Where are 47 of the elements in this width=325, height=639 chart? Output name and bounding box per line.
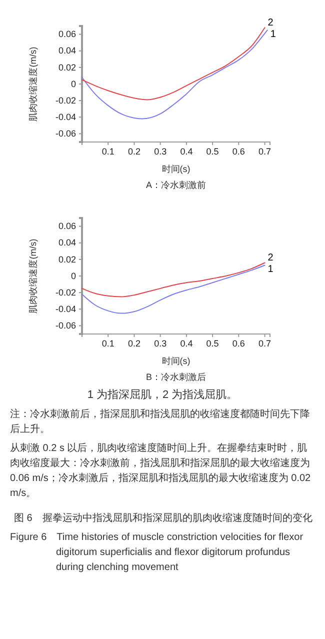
y-tick-label: 0 (70, 270, 76, 281)
y-axis-title: 肌肉收缩速度(m/s) (28, 46, 38, 122)
x-axis-title: 时间(s) (162, 356, 190, 366)
text: 从刺激 0.2 s 以后，肌肉收缩速度随时间上升。在握拳结束时时，肌肉收缩度最大：冷水刺激前，指浅屈肌和指深屈肌的最大收缩速度为 0.06 m/s；冷水刺激后，指深屈肌和指浅屈肌的最大收缩速度为 0.02 m/s。 (9, 442, 312, 501)
line-series (82, 262, 266, 298)
x-tick-label: 0.4 (180, 338, 193, 348)
x-axis-title: 时间(s) (162, 164, 190, 174)
line-series (82, 30, 268, 120)
line-series (82, 264, 266, 314)
y-tick-label: -0.06 (55, 128, 76, 139)
text: A：冷水刺激前 (146, 180, 206, 190)
caption: 图 6 握拳运动中指浅屈肌和指深屈肌的肌肉收缩速度随时间的变化 (13, 512, 314, 526)
y-axis-title: 肌肉收缩速度(m/s) (28, 238, 38, 314)
y-tick-label: 0.04 (58, 46, 76, 56)
x-tick-label: 0.7 (258, 146, 272, 156)
x-tick-label: 0.5 (206, 146, 219, 156)
caption: Figure 6 Time histories of muscle constriction velocities for flexor digitorum superficialis and flexor digitorum profundus during clenching movement (9, 531, 304, 575)
x-tick-label: 0.2 (128, 338, 140, 348)
text: 注：冷水刺激前后，指深屈肌和指浅屈肌的收缩速度都随时间先下降后上升。 (9, 408, 311, 437)
y-tick-label: 0.02 (58, 62, 76, 72)
x-tick-label: 0.7 (258, 338, 272, 348)
x-tick-label: 0.4 (180, 146, 193, 156)
y-tick-label: -0.02 (55, 95, 76, 106)
series-label: 1 (268, 264, 274, 276)
x-tick-label: 0.1 (102, 146, 114, 156)
y-tick-label: 0.06 (58, 221, 76, 232)
line-series (82, 27, 266, 100)
y-tick-label: -0.02 (55, 287, 76, 298)
y-tick-label: 0.04 (58, 238, 76, 248)
y-tick-label: 0.06 (58, 29, 76, 40)
x-tick-label: 0.2 (128, 146, 140, 156)
text: B：冷水刺激后 (146, 372, 206, 382)
y-tick-label: -0.04 (55, 304, 76, 314)
y-tick-label: -0.04 (55, 112, 76, 122)
series-label: 2 (268, 252, 274, 264)
x-tick-label: 0.6 (232, 338, 245, 348)
text: 1 为指深屈肌，2 为指浅屈肌。 (86, 388, 239, 403)
x-tick-label: 0.1 (102, 338, 114, 348)
y-tick-label: 0.02 (58, 254, 76, 264)
x-tick-label: 0.6 (232, 146, 245, 156)
series-label: 1 (270, 29, 276, 40)
x-tick-label: 0.5 (206, 338, 219, 348)
y-tick-label: 0 (70, 78, 76, 89)
x-tick-label: 0.3 (154, 338, 167, 348)
x-tick-label: 0.3 (154, 146, 167, 156)
y-tick-label: -0.06 (55, 320, 76, 331)
series-label: 2 (268, 18, 274, 29)
